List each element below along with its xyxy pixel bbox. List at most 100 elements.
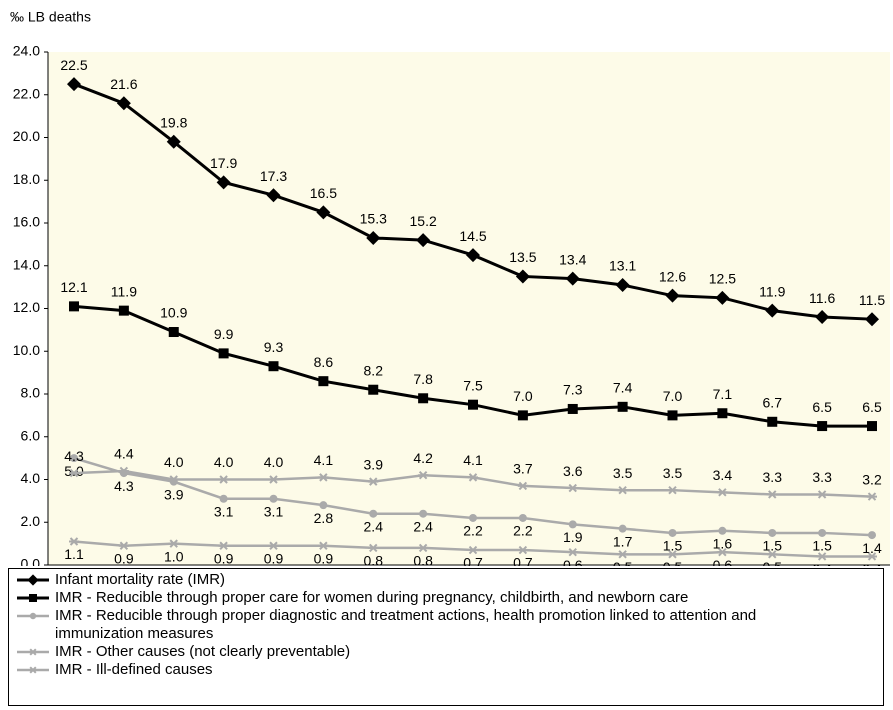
data-label: 3.9: [364, 456, 384, 472]
y-axis-title: ‰ LB deaths: [10, 9, 91, 25]
legend-label: Infant mortality rate (IMR): [55, 571, 226, 588]
data-label: 7.3: [563, 382, 583, 398]
marker: [717, 547, 728, 557]
marker: [517, 410, 528, 421]
data-label: 7.0: [663, 388, 683, 404]
marker: [319, 501, 328, 510]
marker: [618, 524, 627, 533]
marker: [118, 541, 129, 550]
data-label: 0.9: [264, 550, 284, 566]
data-label: 3.5: [663, 465, 683, 481]
data-label: 0.5: [763, 559, 783, 566]
y-tick-label: 2.0: [21, 513, 41, 529]
data-label: 11.9: [111, 283, 137, 299]
legend-icon: [17, 594, 49, 602]
marker: [369, 509, 378, 518]
marker: [667, 550, 678, 559]
data-label: 0.9: [114, 550, 134, 566]
marker: [617, 485, 628, 495]
data-label: 1.5: [663, 538, 683, 554]
data-label: 6.5: [862, 399, 882, 415]
marker: [218, 541, 229, 550]
data-label: 2.4: [364, 518, 384, 534]
marker: [868, 531, 876, 540]
y-tick-label: 14.0: [13, 256, 40, 272]
marker: [29, 594, 37, 602]
data-label: 17.3: [260, 168, 287, 184]
marker: [515, 269, 530, 284]
marker: [567, 547, 578, 557]
data-label: 13.1: [609, 258, 636, 274]
marker: [468, 545, 478, 555]
data-label: 3.6: [563, 463, 583, 479]
data-label: 10.9: [160, 305, 187, 321]
data-label: 12.5: [709, 271, 736, 287]
data-label: 12.1: [60, 279, 87, 295]
data-label: 14.5: [459, 228, 486, 244]
data-label: 4.4: [114, 446, 134, 462]
data-label: 0.9: [214, 550, 234, 566]
y-tick-label: 22.0: [13, 85, 40, 101]
data-label: 21.6: [110, 76, 137, 92]
data-label: 1.0: [164, 548, 184, 564]
data-label: 8.6: [314, 354, 334, 370]
y-tick-label: 18.0: [13, 171, 40, 187]
marker: [268, 361, 279, 372]
marker: [468, 473, 478, 482]
legend-label: IMR - Ill-defined causes: [55, 661, 213, 678]
legend-item: Infant mortality rate (IMR): [15, 571, 877, 589]
data-label: 0.5: [663, 559, 683, 566]
data-label: 0.4: [862, 561, 882, 566]
data-label: 7.1: [713, 386, 733, 402]
data-label: 9.9: [214, 326, 234, 342]
marker: [69, 537, 79, 546]
marker: [269, 494, 278, 503]
marker: [767, 416, 778, 427]
data-label: 0.6: [713, 557, 733, 566]
legend-item: IMR - Reducible through proper care for …: [15, 589, 877, 607]
data-label: 2.2: [463, 523, 483, 539]
data-label: 17.9: [210, 155, 237, 171]
y-tick-label: 0.0: [21, 556, 41, 566]
marker: [715, 290, 730, 305]
y-tick-label: 8.0: [21, 385, 41, 401]
data-label: 4.3: [64, 448, 84, 464]
marker: [118, 305, 129, 316]
data-label: 3.3: [812, 469, 832, 485]
marker: [767, 490, 778, 499]
legend-label: IMR - Other causes (not clearly preventa…: [55, 643, 351, 660]
marker: [29, 648, 37, 656]
legend-item: IMR - Ill-defined causes: [15, 661, 877, 679]
marker: [316, 205, 331, 220]
data-label: 3.9: [164, 486, 184, 502]
data-label: 0.7: [513, 555, 533, 566]
data-label: 16.5: [310, 185, 337, 201]
data-label: 0.5: [613, 559, 633, 566]
data-label: 1.1: [64, 546, 84, 562]
marker: [318, 541, 329, 550]
marker: [867, 492, 877, 501]
marker: [867, 552, 877, 561]
marker: [67, 77, 81, 92]
marker: [168, 327, 179, 338]
marker: [668, 528, 677, 537]
marker: [268, 475, 279, 484]
data-label: 1.6: [713, 536, 733, 552]
legend-icon: [17, 612, 49, 620]
marker: [168, 475, 179, 484]
marker: [219, 494, 228, 503]
marker: [216, 175, 231, 190]
marker: [667, 485, 678, 495]
data-label: 4.0: [214, 454, 234, 470]
data-label: 0.9: [314, 550, 334, 566]
marker: [416, 233, 431, 248]
legend-label: IMR - Reducible through proper diagnosti…: [55, 607, 757, 642]
legend: Infant mortality rate (IMR) IMR - Reducib…: [8, 568, 884, 706]
marker: [767, 550, 778, 559]
data-label: 3.5: [613, 465, 633, 481]
data-label: 1.5: [763, 538, 783, 554]
y-tick-label: 16.0: [13, 214, 40, 230]
chart: ‰ LB deaths 0.0 2.0 4.0 6.0 8.0 10.0 12.0 14.0 1…: [10, 9, 890, 588]
data-label: 15.3: [360, 211, 387, 227]
marker: [318, 473, 329, 482]
